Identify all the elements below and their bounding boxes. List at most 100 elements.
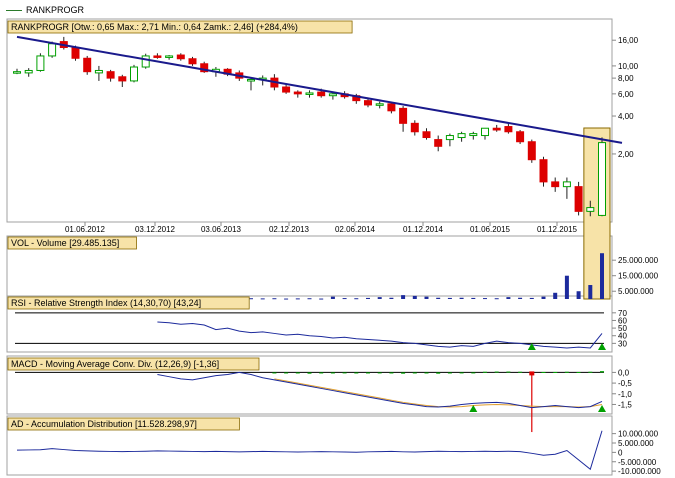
volume-bar <box>576 291 581 299</box>
candle <box>153 55 162 58</box>
candle <box>106 71 115 79</box>
candle <box>434 139 443 147</box>
rsi-y-tick-label: 40 <box>618 332 627 341</box>
candle <box>141 55 150 68</box>
macd-y-tick-label: -1,0 <box>618 390 632 399</box>
candle <box>364 100 372 106</box>
ad-y-tick-label: 0 <box>618 448 623 457</box>
x-tick-label: 02.12.2013 <box>269 225 310 234</box>
macd-histogram-bar <box>412 372 417 374</box>
volume-bar <box>412 295 417 299</box>
volume-bar <box>272 298 277 300</box>
macd-histogram-bar <box>389 372 394 374</box>
panel-rsi-label-box <box>7 296 250 310</box>
macd-signal-marker <box>598 405 606 412</box>
macd-histogram-bar <box>564 371 569 373</box>
panel-macd-label-box <box>7 357 260 371</box>
volume-bar <box>564 275 569 299</box>
candle <box>200 63 209 73</box>
rsi-signal-marker <box>598 343 606 350</box>
volume-bar <box>260 298 265 300</box>
volume-bar <box>553 292 558 299</box>
volume-bar <box>389 297 394 299</box>
macd-histogram-bar <box>307 372 312 374</box>
panel-ad-label: AD - Accumulation Distribution [11.528.2… <box>11 419 197 429</box>
candle <box>176 54 185 60</box>
ad-y-tick-label: 5.000.000 <box>618 439 654 448</box>
volume-bar <box>518 297 523 299</box>
ad-y-tick-label: -10.000.000 <box>618 467 661 476</box>
volume-bar <box>600 253 604 299</box>
candle <box>527 141 536 161</box>
candle <box>13 71 21 74</box>
rsi-y-tick-label: 30 <box>618 339 627 348</box>
volume-bar <box>307 298 312 300</box>
volume-bar <box>494 298 499 300</box>
macd-histogram-bar <box>447 372 452 374</box>
macd-y-tick-label: 0,0 <box>618 368 630 377</box>
macd-histogram-bar <box>342 372 347 374</box>
trend-line <box>16 35 623 144</box>
panel-price-label: RANKPROGR [Otw.: 0,65 Max.: 2,71 Min.: 0… <box>11 22 298 32</box>
macd-histogram-bar <box>506 371 511 373</box>
macd-histogram-bar <box>518 371 523 373</box>
panel-volume-label-box <box>7 236 137 250</box>
macd-histogram-bar <box>330 372 335 374</box>
candle <box>118 76 127 82</box>
candle <box>188 58 197 65</box>
volume-bar <box>354 298 359 300</box>
legend-label: RANKPROGR <box>26 5 85 15</box>
rsi-signal-marker <box>527 343 536 350</box>
rsi-line <box>157 321 603 349</box>
candle <box>457 133 466 139</box>
volume-bar <box>588 285 593 299</box>
volume-bar <box>529 297 534 299</box>
volume-bar <box>401 295 406 299</box>
rsi-y-tick-label: 60 <box>618 316 627 325</box>
candle <box>422 131 431 139</box>
panel-ad-label-box <box>7 417 240 431</box>
highlight-region <box>583 127 611 300</box>
volume-bar <box>249 298 253 300</box>
rsi-y-tick-label: 70 <box>618 309 627 318</box>
price-y-tick-label: 8,00 <box>618 74 634 83</box>
x-tick-label: 01.12.2015 <box>537 225 578 234</box>
candle <box>562 181 571 188</box>
ad-y-tick-label: -5.000.000 <box>618 458 657 467</box>
candle <box>36 55 45 71</box>
candle <box>94 69 103 74</box>
price-y-tick-label: 4,00 <box>618 112 634 121</box>
ad-y-tick-label: 10.000.000 <box>618 430 659 439</box>
candle <box>551 181 560 188</box>
price-y-tick-label: 2,00 <box>618 150 634 159</box>
candle <box>539 159 548 183</box>
volume-y-tick-label: 25.000.000 <box>618 256 659 265</box>
x-tick-label: 03.06.2013 <box>201 225 242 234</box>
volume-bar <box>424 296 429 299</box>
volume-bar <box>284 298 289 300</box>
candle <box>469 133 478 137</box>
macd-histogram-bar <box>588 371 593 373</box>
candle <box>375 103 384 106</box>
x-tick-label: 01.06.2012 <box>65 225 106 234</box>
volume-bar <box>342 298 347 300</box>
volume-bar <box>459 297 464 299</box>
candle <box>410 122 419 133</box>
legend-line-icon <box>6 9 22 11</box>
candle <box>328 93 337 97</box>
macd-histogram-bar <box>553 371 558 373</box>
macd-y-tick-label: -1,5 <box>618 400 632 409</box>
panel-price-frame <box>6 18 613 223</box>
x-tick-label: 01.06.2015 <box>470 225 511 234</box>
macd-histogram-bar <box>272 372 277 374</box>
macd-histogram-bar <box>459 372 464 374</box>
x-tick-label: 02.06.2014 <box>335 225 376 234</box>
volume-bar <box>319 298 324 300</box>
candle <box>165 55 174 58</box>
candle <box>24 69 33 74</box>
candle <box>282 86 291 93</box>
macd-histogram-bar <box>471 372 476 374</box>
volume-bar <box>471 297 476 299</box>
candle <box>293 91 302 95</box>
